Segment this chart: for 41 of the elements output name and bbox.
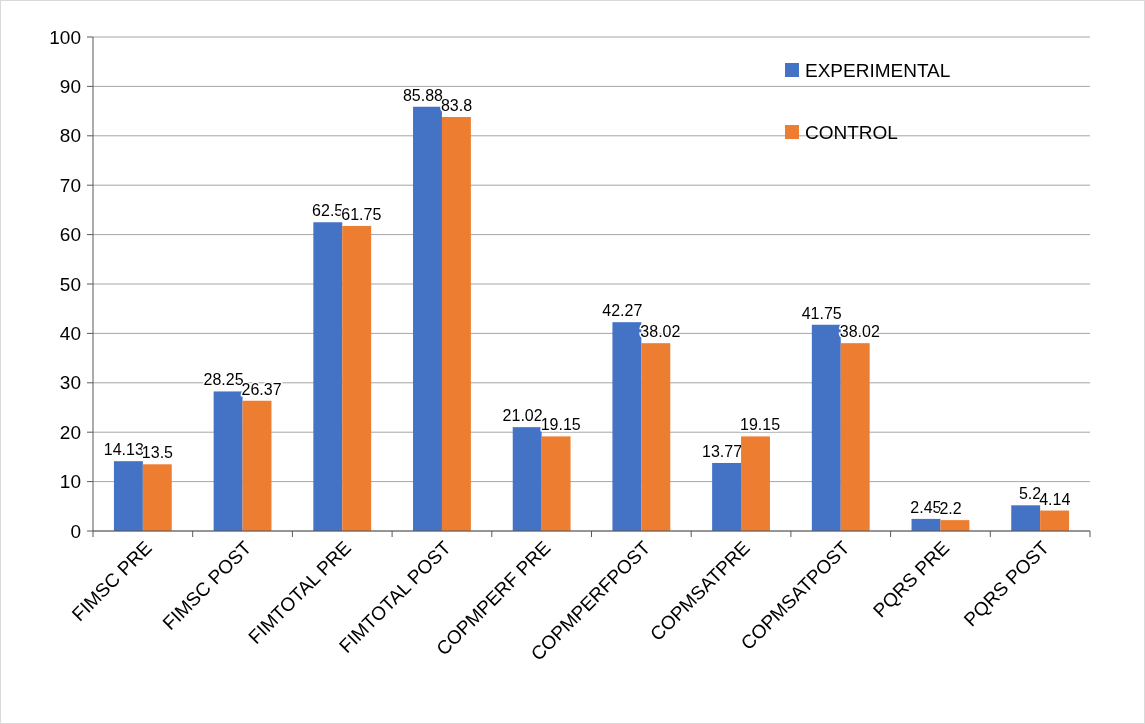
y-tick-label: 30 <box>59 372 81 394</box>
y-tick-label: 0 <box>70 520 81 542</box>
bar <box>811 324 841 531</box>
bar <box>741 436 770 531</box>
bar <box>313 222 343 531</box>
bar <box>342 225 372 531</box>
data-label: 19.15 <box>540 416 581 434</box>
bar <box>840 343 870 531</box>
data-label: 2.2 <box>939 500 962 518</box>
bar <box>1011 505 1041 531</box>
bar <box>213 391 243 531</box>
bar <box>612 322 642 531</box>
legend-label: EXPERIMENTAL <box>805 59 951 81</box>
legend-label: CONTROL <box>805 121 898 143</box>
data-label: 41.75 <box>801 304 842 322</box>
bar <box>641 343 671 531</box>
data-label: 14.13 <box>103 441 144 459</box>
bar <box>1040 510 1070 531</box>
data-label: 42.27 <box>602 302 643 320</box>
y-tick-label: 50 <box>59 273 81 295</box>
y-tick-label: 60 <box>59 224 81 246</box>
y-tick-label: 40 <box>59 323 81 345</box>
data-label: 61.75 <box>341 205 382 223</box>
bar <box>512 427 542 531</box>
bar <box>142 464 172 531</box>
y-tick-label: 70 <box>59 174 81 196</box>
data-label: 21.02 <box>502 407 543 425</box>
bar <box>242 400 272 531</box>
y-tick-label: 90 <box>59 76 81 98</box>
bar <box>940 520 970 531</box>
data-label: 38.02 <box>640 323 681 341</box>
y-tick-label: 100 <box>49 26 81 48</box>
bar <box>541 436 571 531</box>
bar <box>113 461 143 531</box>
data-label: 19.15 <box>740 416 781 434</box>
y-tick-label: 10 <box>59 471 81 493</box>
y-tick-label: 20 <box>59 421 81 443</box>
y-tick-label: 80 <box>59 125 81 147</box>
bar <box>712 462 742 531</box>
bar <box>441 117 471 531</box>
bar <box>413 106 442 531</box>
